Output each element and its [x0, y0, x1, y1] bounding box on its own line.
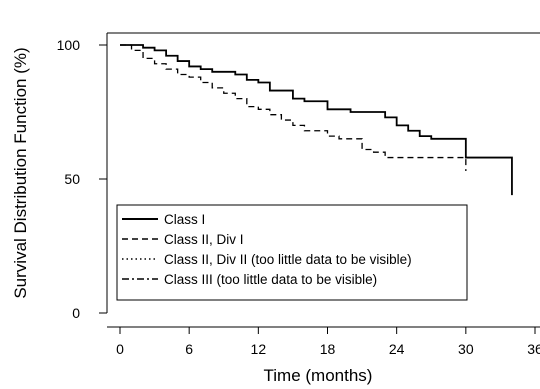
- y-tick-label: 0: [72, 305, 80, 321]
- legend-box: [116, 204, 468, 301]
- x-tick-label: 30: [458, 341, 474, 357]
- legend-label-1: Class I: [164, 212, 205, 227]
- series-layer: [120, 44, 513, 196]
- y-tick-label: 100: [57, 37, 81, 53]
- y-tick-label: 50: [64, 171, 80, 187]
- series-line-1: [120, 44, 513, 196]
- series-line-2: [120, 44, 467, 171]
- x-tick-label: 36: [527, 341, 540, 357]
- x-tick-label: 12: [251, 341, 267, 357]
- y-axis-title: Survival Distribution Function (%): [11, 47, 30, 298]
- legend-label-2: Class II, Div I: [164, 232, 244, 247]
- legend-label-3: Class II, Div II (too little data to be …: [164, 252, 412, 267]
- x-tick-label: 6: [185, 341, 193, 357]
- y-ticks: 0 50 100: [57, 37, 107, 321]
- x-axis-title: Time (months): [264, 366, 373, 385]
- legend: Class I Class II, Div I Class II, Div II (…: [116, 204, 468, 301]
- x-tick-label: 0: [116, 341, 124, 357]
- legend-label-4: Class III (too little data to be visible…: [164, 272, 377, 287]
- x-ticks: 0 6 12 18 24 30 36: [116, 327, 540, 357]
- x-tick-label: 18: [320, 341, 336, 357]
- axes: [106, 32, 540, 328]
- x-tick-label: 24: [389, 341, 405, 357]
